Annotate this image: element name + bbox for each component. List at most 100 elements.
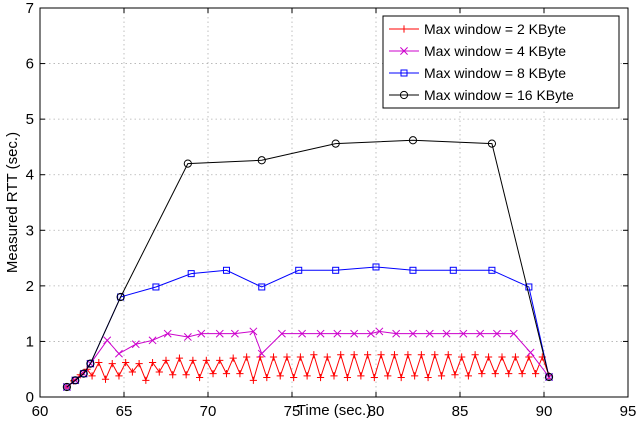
series-2-point [442, 329, 451, 338]
series-2-point [509, 329, 518, 338]
y-tick-label: 1 [26, 333, 34, 350]
series-4-point [487, 139, 497, 148]
series-2-point [197, 329, 206, 338]
series-1-point [424, 373, 432, 382]
series-4-point [183, 159, 192, 168]
series-3-point [525, 283, 533, 291]
series-2-point [277, 329, 286, 338]
y-tick-label: 4 [26, 167, 34, 184]
series-1-point [202, 356, 210, 364]
series-1-point [162, 356, 170, 364]
series-1-point [384, 372, 392, 380]
series-1-point [236, 370, 244, 378]
series-2-point [350, 329, 359, 338]
y-axis-label: Measured RTT (sec.) [4, 132, 21, 273]
series-2-point [367, 329, 375, 338]
series-3-point [332, 266, 340, 274]
axis-ticks: 60 65 70 75 80 85 90 95 0 1 2 3 4 5 6 7 [26, 0, 637, 420]
x-tick-label: 65 [116, 403, 133, 420]
series-2-point [316, 329, 325, 338]
series-2-point [131, 340, 140, 349]
series-2-point [425, 329, 434, 338]
series-2-line [66, 330, 550, 388]
series-3-point [545, 373, 553, 381]
legend-label: Max window = 16 KByte [424, 87, 574, 103]
series-1-point [390, 351, 399, 359]
series-1-point [290, 373, 298, 382]
series-1-point [88, 372, 96, 380]
series-4-point [62, 382, 71, 392]
series-1-point [364, 351, 372, 359]
legend-swatch-marker [400, 25, 408, 33]
series-3-point [222, 266, 230, 274]
series-1-point [169, 371, 177, 379]
series-1-point [209, 370, 217, 378]
series-1-point [491, 370, 499, 378]
series-1-point [511, 353, 520, 361]
y-tick-label: 0 [26, 389, 34, 406]
x-tick-label: 75 [284, 403, 301, 420]
legend-box [382, 15, 620, 109]
series-1-point [498, 353, 506, 361]
series-1-point [115, 372, 123, 380]
series-3-point [63, 383, 71, 391]
series-1-point [437, 372, 446, 380]
series-1-point [135, 360, 143, 368]
series-4-point [408, 136, 418, 145]
series-1-point [343, 373, 352, 382]
series-2-point [375, 327, 384, 336]
series-1-point [444, 351, 452, 359]
y-tick-label: 6 [26, 56, 34, 73]
series-1-point [451, 371, 459, 379]
series-3-point [295, 266, 303, 274]
series-1-point [256, 353, 264, 361]
series-3-point [488, 266, 496, 274]
legend-label: Max window = 8 KByte [424, 65, 566, 81]
series-1-point [303, 372, 311, 380]
series-1-point [397, 373, 405, 382]
series-4-point [79, 369, 88, 378]
series-1-point [229, 354, 237, 362]
y-tick-label: 7 [26, 0, 34, 17]
series-1-point [263, 373, 271, 382]
series-1-point [269, 353, 278, 361]
series-2-point [392, 329, 401, 338]
series-3-line [66, 266, 550, 388]
series-1-point [505, 370, 513, 378]
series-2-point [459, 329, 468, 338]
series-1-point [148, 358, 157, 367]
y-tick-label: 2 [26, 278, 34, 295]
series-1-point [357, 372, 365, 380]
x-axis-label: Time (sec.) [297, 402, 371, 419]
series-2-point [183, 333, 192, 341]
series-2-point [148, 336, 157, 345]
series-1-point [249, 376, 257, 384]
series-4-point [116, 292, 125, 302]
series-1-point [155, 368, 163, 376]
series-4-point [544, 372, 554, 382]
legend: Max window = 2 KByte Max window = 4 KByte… [382, 15, 620, 109]
series-1 [63, 351, 553, 391]
x-tick-label: 90 [536, 403, 553, 420]
series-1-point [108, 360, 116, 368]
series-4-point [257, 156, 266, 165]
series-1-point [175, 354, 184, 362]
series-2 [62, 327, 553, 391]
series-1-point [243, 353, 251, 361]
series-1-point [377, 351, 385, 359]
series-1-point [518, 370, 526, 378]
x-tick-label: 85 [452, 403, 469, 420]
series-3-point [152, 283, 160, 291]
series-1-point [330, 372, 338, 380]
series-1-point [532, 370, 540, 378]
series-1-point [370, 373, 378, 382]
series-1-point [189, 356, 197, 364]
series-3-point [258, 283, 266, 291]
series-1-point [458, 353, 466, 361]
x-tick-label: 60 [32, 403, 49, 420]
series-2-point [333, 329, 342, 338]
y-tick-label: 3 [26, 222, 34, 239]
series-2-point [409, 329, 417, 338]
series-2-point [249, 327, 258, 336]
series-group [62, 136, 554, 392]
